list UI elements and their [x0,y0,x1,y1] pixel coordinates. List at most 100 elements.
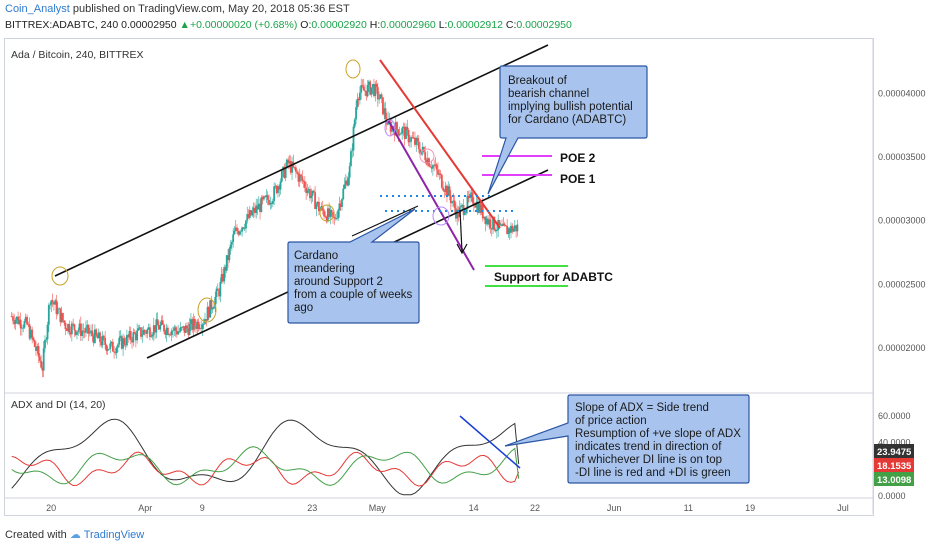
candle-body [453,200,456,209]
candle-body [64,322,67,330]
candle-body [439,173,442,175]
minus-di-value-badge: 18.1535 [874,458,914,472]
candle-body [332,212,334,217]
cardano-line-5: ago [294,302,313,314]
candle-body [10,316,13,317]
candle-body [123,338,126,345]
adx-callout[interactable]: Slope of ADX = Side trend of price actio… [504,394,750,484]
candle-body [77,330,80,332]
candle-body [70,323,73,335]
candle-body [359,92,361,101]
candle-body [115,347,118,354]
candle-body [49,304,51,306]
candle-body [259,203,261,213]
adx-callout-line-5: of whichever DI line is on top [575,454,722,466]
candle-body [431,165,434,169]
candle-body [227,255,229,261]
candle-body [466,195,469,209]
adx-slope-line[interactable] [459,415,521,469]
candle-body [106,349,109,351]
candle-body [214,297,217,307]
author-link[interactable]: Coin_Analyst [5,3,70,15]
candle-body [341,199,343,207]
candle-body [424,152,427,161]
candle-body [367,81,370,86]
candle-body [87,324,90,334]
candle-body [487,218,489,225]
candle-body [515,225,517,232]
price-tick-label: 0.00004000 [878,88,926,98]
candle-body [268,199,270,205]
candle-body [251,211,254,216]
bearish-channel-bottom[interactable] [387,119,475,271]
candle-body [342,188,345,200]
cardano-callout[interactable]: Cardano meandering around Support 2 from… [287,208,420,324]
candle-body [384,108,387,120]
candle-body [243,228,246,230]
candle-body [478,203,480,213]
candle-body [230,242,233,245]
pivot-circle [319,204,335,222]
candle-body [480,204,483,213]
candle-body [252,207,255,212]
breakout-callout[interactable]: Breakout of bearish channel implying bul… [487,65,648,195]
candle-body [499,224,502,226]
time-tick-label: Jun [607,503,622,513]
candle-body [316,201,319,205]
candle-body [97,332,100,339]
upper-channel-line[interactable] [54,44,549,277]
candle-body [461,205,464,206]
pointer-line [351,205,419,237]
candle-body [233,230,236,235]
candle-body [213,306,215,309]
candle-body [467,195,470,199]
candle-body [278,186,281,190]
candle-body [99,332,101,343]
candle-body [124,344,127,346]
breakout-line-2: bearish channel [508,88,589,100]
plus-di-value-badge: 13.0098 [874,472,914,486]
candle-body [237,231,240,235]
candle-body [328,208,331,217]
breakout-line-1: Breakout of [508,75,568,87]
candle-body [444,185,447,192]
candle-body [45,339,48,341]
candle-body [396,122,398,130]
candle-body [72,323,75,325]
candle-body [483,216,485,219]
candle-body [433,165,436,167]
candlestick-series [10,78,519,378]
time-tick-label: 19 [745,503,755,513]
candle-body [452,200,455,202]
adx-callout-line-3: Resumption of +ve slope of ADX [575,428,741,440]
candle-body [165,327,168,335]
tradingview-link[interactable]: TradingView [83,529,145,541]
candle-body [356,98,359,108]
candle-body [401,128,404,134]
candle-body [261,197,264,200]
candle-body [191,319,194,330]
price-tick-label: 0.00003000 [878,216,926,226]
candle-body [159,324,162,330]
candle-body [402,126,405,129]
candle-body [61,313,64,321]
bearish-channel-top[interactable] [379,59,501,229]
candle-body [314,192,316,209]
candle-body [305,187,308,193]
candle-body [119,336,122,338]
candle-body [513,225,516,229]
candle-body [246,214,249,221]
candle-body [293,167,296,168]
candle-body [127,335,130,338]
candle-body [277,186,279,194]
candle-body [493,216,496,230]
candle-body [410,137,413,142]
candle-body [394,122,397,136]
published-text: published on TradingView.com, May 20, 20… [69,3,350,15]
time-tick-label: 14 [469,503,479,513]
candle-body [301,176,304,181]
candle-body [379,94,382,99]
candle-body [362,86,365,91]
candle-body [346,180,349,186]
